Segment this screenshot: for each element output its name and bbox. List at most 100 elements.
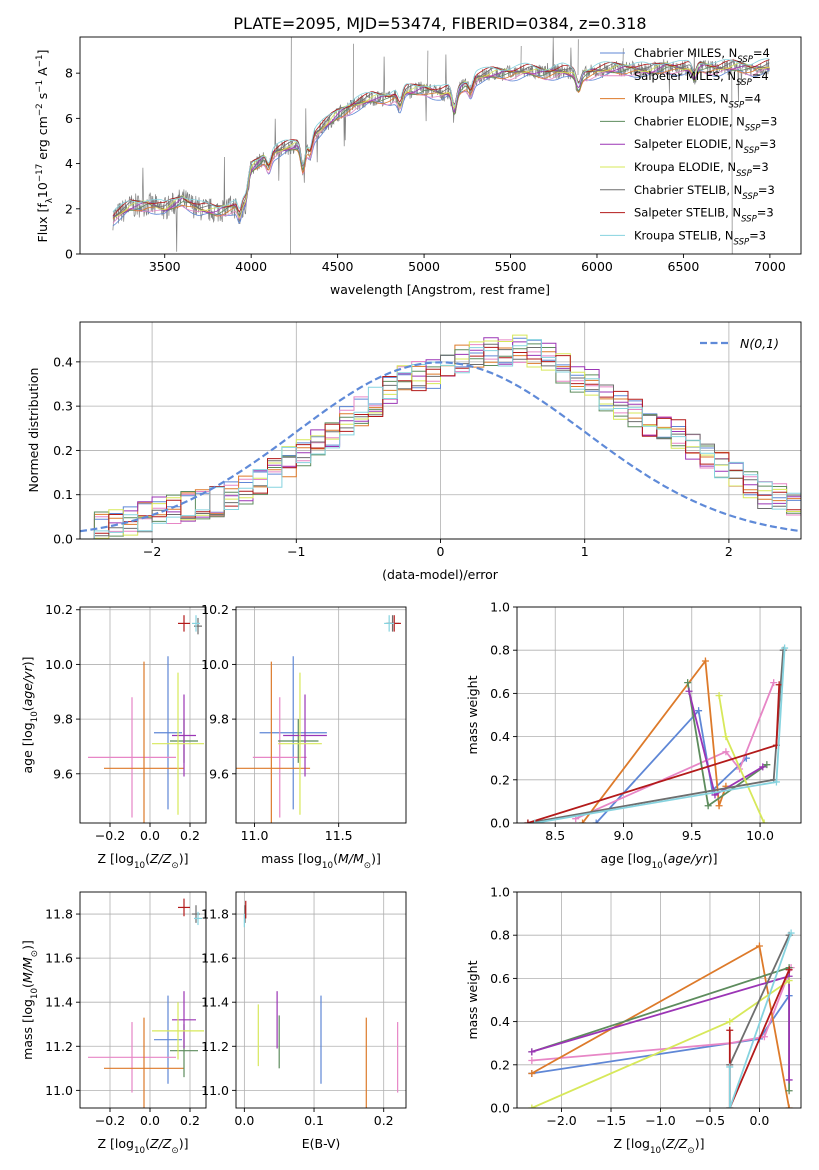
figure-title: PLATE=2095, MJD=53474, FIBERID=0384, z=0… xyxy=(233,14,646,33)
errorbar-chabrier-miles xyxy=(259,656,327,810)
x-axis-label: E(B-V) xyxy=(302,1136,341,1151)
errorbar-salpeter-elodie xyxy=(283,694,327,777)
label-part: )] xyxy=(20,656,35,666)
errorbar-kroupa-elodie xyxy=(152,1002,204,1060)
label-part: ] xyxy=(35,50,50,55)
x-tick-label: 1 xyxy=(581,544,589,559)
series-marker xyxy=(715,692,723,700)
label-part: M/M xyxy=(20,957,35,983)
errorbar-kroupa-elodie xyxy=(152,672,204,815)
errorbar-kroupa-stelib xyxy=(192,615,200,632)
plot-area xyxy=(524,644,789,823)
x-tick-label: −0.2 xyxy=(95,1113,125,1128)
y-tick-label: 11.2 xyxy=(45,1039,73,1054)
series-marker xyxy=(684,679,692,687)
x-axis-label: Z [log10(Z/Z⊙)] xyxy=(98,851,189,871)
errorbar-kroupa-elodie xyxy=(278,672,322,815)
y-axis-label: mass weight xyxy=(465,960,480,1039)
errorbar-salpeter-miles xyxy=(88,1022,176,1093)
axes-residuals: −2 −1 0 1 2 0.0 0.1 0.2 0.3 0.4 (data-model)/error… xyxy=(26,321,802,582)
axes-mass-Z: −0.2 0.0 0.211.011.211.411.611.8Z [log10(Z… xyxy=(20,891,207,1156)
series-marker xyxy=(785,966,793,974)
label-part: Z [log xyxy=(98,1136,134,1151)
label-part: age/yr xyxy=(668,851,709,866)
legend-entry-part: =3 xyxy=(749,228,766,242)
y-tick-label: 9.8 xyxy=(53,712,73,727)
legend-entry-part: =4 xyxy=(753,46,770,60)
legend-entry: Chabrier MILES, NSSP=4 xyxy=(634,46,770,65)
label-part: ⊙ xyxy=(171,861,178,871)
series-marker xyxy=(715,802,723,810)
x-tick-label: 10.0 xyxy=(746,828,774,843)
legend-entry-part: SSP xyxy=(736,169,752,179)
errorbar-kroupa-miles xyxy=(104,1017,184,1108)
series-line xyxy=(728,932,792,1108)
x-tick-label: 9.0 xyxy=(614,828,634,843)
plot-area xyxy=(88,898,204,1108)
x-tick-label: 5500 xyxy=(495,259,527,274)
legend-entry-part: SSP xyxy=(745,123,761,133)
label-part: 10 xyxy=(650,1146,661,1156)
label-part: −17 xyxy=(35,164,45,182)
series-marker xyxy=(785,1087,793,1095)
y-tick-label: 6 xyxy=(65,111,73,126)
series-line xyxy=(531,967,792,1062)
label-part: ⊙ xyxy=(687,1146,694,1156)
series-line xyxy=(595,708,748,823)
legend-entry-part: Kroupa ELODIE, N xyxy=(634,160,736,174)
legend-entry-part: SSP xyxy=(736,78,752,88)
model-spectrum-chabrier-stelib xyxy=(112,60,770,219)
x-tick-label: 4500 xyxy=(322,259,354,274)
x-tick-label: 5000 xyxy=(408,259,440,274)
series-marker xyxy=(722,748,730,756)
x-tick-label: 0.0 xyxy=(749,1113,769,1128)
y-tick-label: 0.6 xyxy=(490,686,510,701)
series-marker xyxy=(528,1048,536,1056)
x-tick-label: −2.0 xyxy=(546,1113,576,1128)
series-marker xyxy=(685,687,693,695)
plot-area xyxy=(236,615,401,823)
plot-area xyxy=(112,37,770,254)
x-axis-label: Z [log10(Z/Z⊙)] xyxy=(614,1136,705,1156)
legend-entry-part: Kroupa STELIB, N xyxy=(634,228,734,242)
series-kroupa-miles xyxy=(528,942,793,1108)
legend-entry-part: Chabrier MILES, N xyxy=(634,46,737,60)
series-marker xyxy=(528,1056,536,1064)
series-marker xyxy=(579,819,587,823)
y-tick-label: 2 xyxy=(65,201,73,216)
series-marker xyxy=(770,679,778,687)
legend-entry-part: Kroupa MILES, N xyxy=(634,92,729,106)
y-tick-label: 0.2 xyxy=(490,772,510,787)
y-tick-label: 11.8 xyxy=(201,907,229,922)
axes-frame xyxy=(516,891,802,1109)
series-line xyxy=(534,647,786,823)
label-part: ⊙ xyxy=(364,861,371,871)
series-marker xyxy=(772,778,780,786)
y-tick-label: 0.2 xyxy=(53,443,73,458)
label-part: 10 xyxy=(35,182,50,198)
axes-age-mass: 11.0 11.5 9.6 9.8 10.0 10.2 mass [log10(M/M⊙)] xyxy=(201,602,407,871)
errorbar-salpeter-miles xyxy=(88,697,176,818)
y-tick-label: 8 xyxy=(65,66,73,81)
label-part: ( xyxy=(20,706,35,711)
y-tick-label: 9.8 xyxy=(209,712,229,727)
label-part: Z/Z xyxy=(665,1136,688,1151)
legend-entry-part: Salpeter ELODIE, N xyxy=(634,137,744,151)
axes-frame xyxy=(79,891,207,1109)
x-tick-label: 6500 xyxy=(668,259,700,274)
x-tick-label: 0.1 xyxy=(304,1113,324,1128)
series-marker xyxy=(785,1104,793,1108)
series-kroupa-elodie xyxy=(715,692,768,823)
y-tick-label: 10.2 xyxy=(45,602,73,617)
label-part: mass [log xyxy=(261,851,322,866)
y-tick-label: 0.4 xyxy=(490,1014,510,1029)
y-tick-label: 10.2 xyxy=(201,602,229,617)
legend-entry-part: =3 xyxy=(758,183,775,197)
label-part: ( xyxy=(145,851,150,866)
legend-entry-part: SSP xyxy=(742,192,758,202)
histogram-salpeter-stelib xyxy=(80,346,801,539)
label-part: 10 xyxy=(134,1146,145,1156)
label-part: 10 xyxy=(30,988,40,999)
label-part: −1 xyxy=(35,80,45,93)
x-tick-label: 2 xyxy=(725,544,733,559)
